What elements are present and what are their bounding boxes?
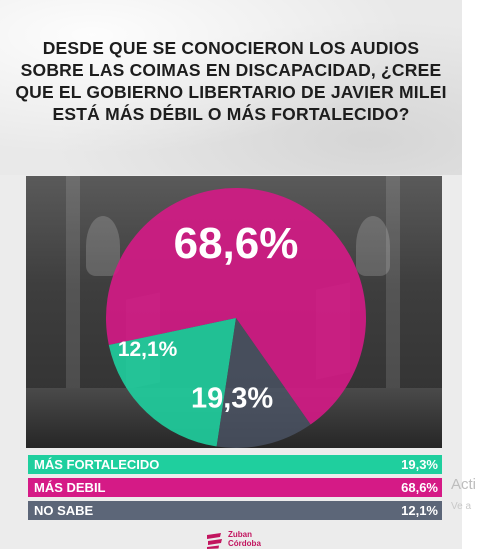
brand-logo-icon bbox=[207, 533, 222, 549]
legend-entry-label: NO SABE bbox=[34, 503, 94, 518]
pie-slice-no-sabe bbox=[216, 318, 311, 448]
chart-legend: MÁS FORTALECIDO 19,3% MÁS DEBIL 68,6% NO SAB… bbox=[28, 455, 442, 524]
brand-logo-line1: Zuban bbox=[228, 530, 252, 539]
brand-logo: Zuban Córdoba bbox=[206, 528, 276, 549]
pie-chart: 68,6% 19,3% 12,1% bbox=[106, 187, 366, 448]
photo-pillar bbox=[386, 176, 400, 448]
pie-data-label: 19,3% bbox=[191, 383, 273, 415]
brand-logo-text: Zuban Córdoba bbox=[228, 530, 261, 548]
legend-entry-value: 19,3% bbox=[401, 457, 438, 472]
legend-entry-label: MÁS FORTALECIDO bbox=[34, 457, 160, 472]
legend-entry-value: 68,6% bbox=[401, 480, 438, 495]
photo-pillar bbox=[66, 176, 80, 448]
os-activation-watermark-sub: Ve a bbox=[451, 501, 472, 512]
chart-title: DESDE QUE SE CONOCIERON LOS AUDIOS SOBRE… bbox=[15, 38, 447, 124]
legend-entry: MÁS DEBIL 68,6% bbox=[28, 478, 442, 497]
pie-data-label: 68,6% bbox=[174, 219, 299, 268]
legend-entry-label: MÁS DEBIL bbox=[34, 480, 106, 495]
photo-lamp bbox=[86, 216, 120, 276]
pie-data-label: 12,1% bbox=[118, 338, 178, 361]
pie-slice-más-fortalecido bbox=[108, 318, 236, 447]
photo-lamp bbox=[356, 216, 390, 276]
pie-slice-más-debil bbox=[106, 187, 366, 425]
legend-entry: NO SABE 12,1% bbox=[28, 501, 442, 520]
poll-card: DESDE QUE SE CONOCIERON LOS AUDIOS SOBRE… bbox=[0, 0, 462, 549]
legend-entry-value: 12,1% bbox=[401, 503, 438, 518]
brand-logo-line2: Córdoba bbox=[228, 539, 261, 548]
legend-entry: MÁS FORTALECIDO 19,3% bbox=[28, 455, 442, 474]
os-activation-watermark: Acti bbox=[451, 476, 477, 493]
card-background bbox=[0, 0, 462, 175]
